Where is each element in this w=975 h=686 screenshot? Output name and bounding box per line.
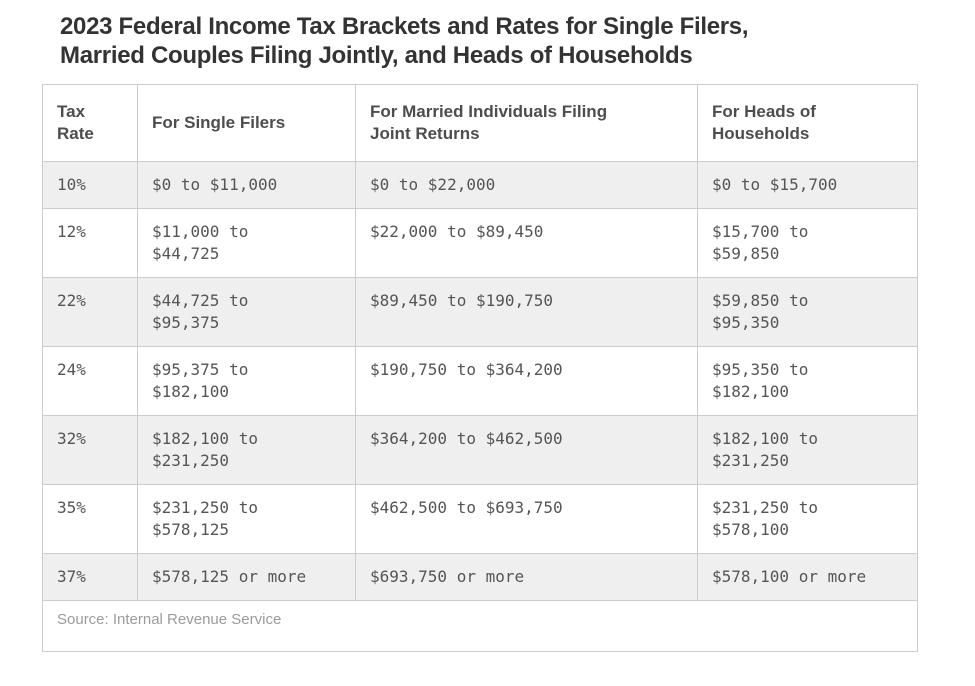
married-joint-cell: $0 to $22,000 bbox=[355, 161, 698, 209]
source-row: Source: Internal Revenue Service bbox=[42, 600, 918, 652]
heads-of-household-cell: $0 to $15,700 bbox=[697, 161, 918, 209]
table-row: 22% $44,725 to $95,375 $89,450 to $190,7… bbox=[42, 277, 918, 347]
single-filers-cell: $231,250 to $578,125 bbox=[137, 484, 356, 554]
tax-brackets-table: Tax Rate For Single Filers For Married I… bbox=[42, 84, 918, 652]
heads-of-household-cell: $15,700 to $59,850 bbox=[697, 208, 918, 278]
married-joint-cell: $364,200 to $462,500 bbox=[355, 415, 698, 485]
tax-rate-cell: 24% bbox=[42, 346, 138, 416]
single-filers-cell: $11,000 to $44,725 bbox=[137, 208, 356, 278]
table-row: 12% $11,000 to $44,725 $22,000 to $89,45… bbox=[42, 208, 918, 278]
heads-of-household-cell: $95,350 to $182,100 bbox=[697, 346, 918, 416]
table-row: 24% $95,375 to $182,100 $190,750 to $364… bbox=[42, 346, 918, 416]
tax-rate-cell: 35% bbox=[42, 484, 138, 554]
source-note: Source: Internal Revenue Service bbox=[42, 600, 918, 652]
married-joint-cell: $190,750 to $364,200 bbox=[355, 346, 698, 416]
tax-rate-cell: 12% bbox=[42, 208, 138, 278]
tax-rate-cell: 32% bbox=[42, 415, 138, 485]
tax-rate-cell: 22% bbox=[42, 277, 138, 347]
table-row: 37% $578,125 or more $693,750 or more $5… bbox=[42, 553, 918, 601]
heads-of-household-cell: $231,250 to $578,100 bbox=[697, 484, 918, 554]
heads-of-household-cell: $182,100 to $231,250 bbox=[697, 415, 918, 485]
single-filers-cell: $578,125 or more bbox=[137, 553, 356, 601]
col-header-single-filers: For Single Filers bbox=[137, 84, 356, 162]
header-row: Tax Rate For Single Filers For Married I… bbox=[42, 84, 918, 162]
heads-of-household-cell: $578,100 or more bbox=[697, 553, 918, 601]
tax-rate-cell: 10% bbox=[42, 161, 138, 209]
col-header-heads-of-household: For Heads of Households bbox=[697, 84, 918, 162]
col-header-tax-rate: Tax Rate bbox=[42, 84, 138, 162]
single-filers-cell: $182,100 to $231,250 bbox=[137, 415, 356, 485]
heads-of-household-cell: $59,850 to $95,350 bbox=[697, 277, 918, 347]
married-joint-cell: $462,500 to $693,750 bbox=[355, 484, 698, 554]
married-joint-cell: $22,000 to $89,450 bbox=[355, 208, 698, 278]
page-title: 2023 Federal Income Tax Brackets and Rat… bbox=[60, 13, 749, 69]
tax-rate-cell: 37% bbox=[42, 553, 138, 601]
married-joint-cell: $693,750 or more bbox=[355, 553, 698, 601]
married-joint-cell: $89,450 to $190,750 bbox=[355, 277, 698, 347]
single-filers-cell: $0 to $11,000 bbox=[137, 161, 356, 209]
col-header-married-joint: For Married Individuals Filing Joint Ret… bbox=[355, 84, 698, 162]
table-row: 10% $0 to $11,000 $0 to $22,000 $0 to $1… bbox=[42, 161, 918, 209]
single-filers-cell: $95,375 to $182,100 bbox=[137, 346, 356, 416]
single-filers-cell: $44,725 to $95,375 bbox=[137, 277, 356, 347]
table-row: 32% $182,100 to $231,250 $364,200 to $46… bbox=[42, 415, 918, 485]
table-row: 35% $231,250 to $578,125 $462,500 to $69… bbox=[42, 484, 918, 554]
